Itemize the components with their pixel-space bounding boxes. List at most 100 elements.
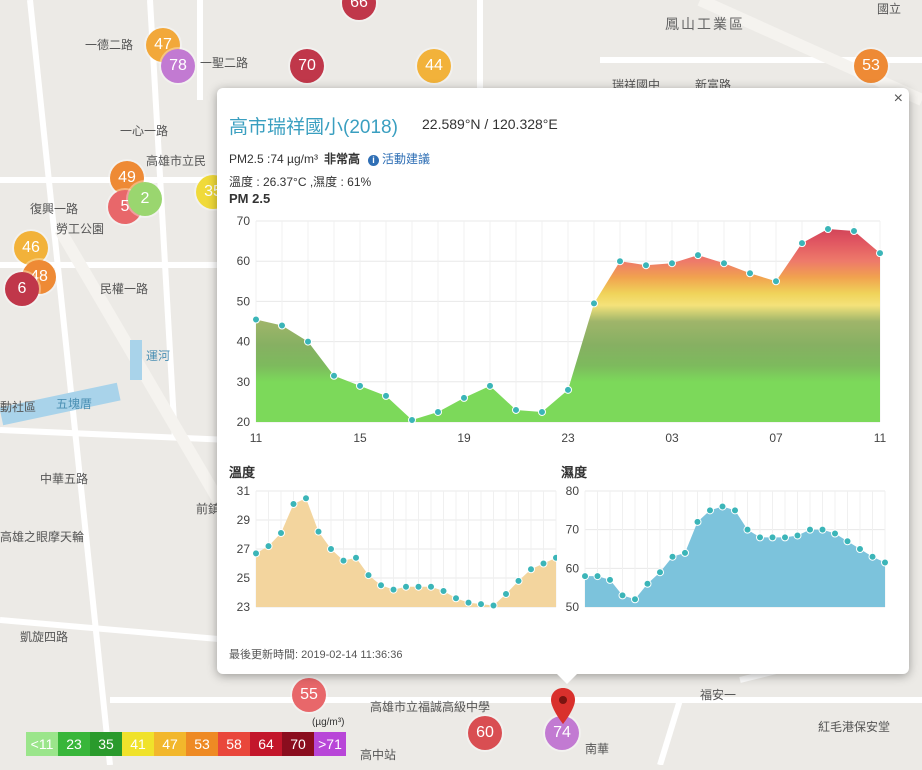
y-tick-label: 40 [237, 335, 251, 349]
data-point [731, 506, 739, 515]
data-point [377, 581, 385, 590]
station-marker[interactable]: 55 [292, 678, 326, 712]
data-point [460, 393, 468, 402]
data-point [590, 299, 598, 308]
humidity-chart-title: 濕度 [561, 465, 588, 480]
map-label-yide: 一德二路 [85, 38, 134, 52]
data-point [693, 517, 702, 526]
data-point [252, 549, 260, 558]
data-point [881, 558, 889, 567]
data-point [781, 533, 789, 542]
y-tick-label: 25 [237, 571, 251, 585]
data-point [452, 594, 460, 603]
station-marker[interactable]: 6 [5, 272, 39, 306]
y-tick-label: 60 [566, 561, 580, 575]
station-marker[interactable]: 60 [468, 716, 502, 750]
x-tick-label: 11 [250, 431, 263, 445]
pm-level: 非常高 [323, 152, 360, 166]
data-point [434, 407, 442, 416]
humidity-chart: 50 60 70 80 [566, 484, 889, 614]
data-point [330, 371, 338, 380]
x-tick-label: 19 [457, 431, 471, 445]
y-tick-label: 23 [237, 600, 251, 614]
y-tick-label: 50 [566, 600, 580, 614]
close-icon[interactable]: × [893, 90, 903, 107]
data-point [539, 559, 548, 568]
map-label-fuan: 福安一 [700, 688, 737, 702]
data-point [793, 531, 802, 540]
station-marker[interactable]: 66 [342, 0, 376, 20]
data-point [843, 537, 852, 546]
map-label-yisheng: 一聖二路 [200, 56, 249, 70]
data-point [527, 565, 535, 574]
data-point [798, 239, 806, 248]
data-point [264, 542, 273, 551]
data-point [389, 585, 398, 594]
data-point [302, 494, 310, 503]
map-label-yixin: 一心一路 [120, 124, 169, 138]
data-point [681, 548, 689, 557]
data-point [768, 533, 777, 542]
station-marker[interactable]: 78 [161, 49, 195, 83]
y-tick-label: 27 [237, 542, 251, 556]
station-popup: × 高市瑞祥國小(2018) 22.589°N / 120.328°E PM2.… [217, 88, 909, 684]
data-point [656, 568, 664, 577]
temperature-chart: 23 25 27 29 31 [237, 484, 557, 614]
x-tick-label: 03 [665, 431, 679, 445]
pm-chart-title: PM 2.5 [229, 191, 271, 206]
pm-summary: PM2.5 :74 µg/m³ 非常高 i 活動建議 [229, 150, 430, 167]
map-label-canal: 運河 [146, 349, 171, 363]
data-point [720, 259, 728, 268]
data-point [668, 259, 676, 268]
y-tick-label: 50 [237, 294, 251, 308]
station-marker[interactable]: 46 [14, 231, 48, 265]
data-point [818, 525, 827, 534]
data-point [414, 582, 423, 591]
data-point [668, 552, 677, 561]
series-area [256, 498, 556, 607]
data-point [514, 576, 523, 585]
temperature-chart-title: 溫度 [229, 465, 256, 480]
y-tick-label: 80 [566, 484, 580, 498]
y-tick-label: 70 [237, 214, 251, 228]
data-point [356, 381, 364, 390]
info-icon[interactable]: i [367, 155, 379, 166]
data-point [868, 552, 877, 561]
activity-advice-link[interactable]: 活動建議 [381, 152, 430, 166]
legend-item: 41 [122, 732, 154, 756]
legend-item: 64 [250, 732, 282, 756]
station-marker[interactable]: 70 [290, 49, 324, 83]
map-label-wukuai: 五塊厝 [56, 397, 93, 411]
map-label-eye-wheel: 高雄之眼摩天輪 [0, 530, 85, 544]
map-label-national: 國立 [877, 2, 902, 16]
x-tick-label: 23 [561, 431, 575, 445]
data-point [694, 251, 702, 260]
station-title[interactable]: 高市瑞祥國小(2018) [229, 117, 398, 138]
x-tick-label: 07 [769, 431, 783, 445]
series-area [585, 506, 885, 607]
map-label-qianzhen: 前鎮 [196, 502, 221, 516]
location-pin-icon[interactable] [551, 688, 575, 724]
y-tick-label: 29 [237, 513, 251, 527]
station-marker[interactable]: 53 [854, 49, 888, 83]
y-tick-label: 31 [237, 484, 251, 498]
data-point [743, 525, 752, 534]
data-point [252, 315, 260, 324]
map-label-kaohsiung-li: 高雄市立民 [146, 154, 207, 168]
data-point [339, 556, 348, 565]
data-point [564, 385, 572, 394]
data-point [643, 579, 652, 588]
legend-item: 58 [218, 732, 250, 756]
data-point [314, 527, 323, 536]
station-marker[interactable]: 2 [128, 182, 162, 216]
legend-item: 35 [90, 732, 122, 756]
map-label-gaozhong-station: 高中站 [360, 748, 397, 762]
station-coords: 22.589°N / 120.328°E [422, 116, 558, 132]
data-point [606, 575, 614, 584]
legend-item: >71 [314, 732, 346, 756]
aqi-legend: <11 23 35 41 47 53 58 64 70 >71 [26, 732, 346, 756]
map-label-community: 動社區 [0, 400, 37, 414]
station-marker[interactable]: 44 [417, 49, 451, 83]
data-point [278, 321, 286, 330]
data-point [718, 502, 727, 511]
